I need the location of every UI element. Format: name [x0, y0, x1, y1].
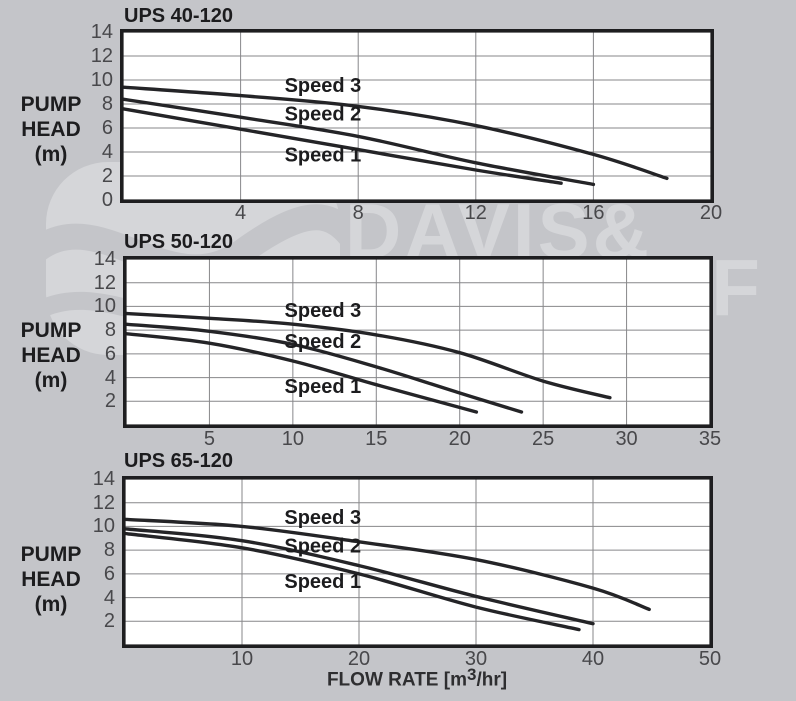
y-tick-label: 14: [90, 21, 113, 43]
speed-1-label: Speed 1: [285, 144, 362, 166]
flow-rate-label-pre: FLOW RATE [m: [326, 669, 467, 691]
speed-3-label: Speed 3: [284, 507, 361, 529]
flow-rate-label-sup: 3: [466, 665, 477, 684]
pump-head-axis-label-3: PUMP HEAD (m): [2, 542, 100, 617]
y-tick-label: 6: [103, 562, 115, 585]
pump-head-line1: PUMP: [20, 319, 82, 342]
flow-rate-label-post: /hr]: [476, 669, 508, 691]
pump-head-line1: PUMP: [20, 93, 82, 116]
speed-3-label: Speed 3: [285, 300, 362, 322]
plot-area-ups-50-120: Speed 3 Speed 2 Speed 1: [123, 256, 713, 428]
pump-head-axis-label-2: PUMP HEAD (m): [2, 318, 100, 393]
y-tick-label: 12: [93, 271, 116, 294]
x-tick-label: 16: [582, 202, 605, 224]
y-tick-label: 4: [101, 141, 113, 163]
pump-head-line2: HEAD: [21, 118, 81, 141]
speed-1-label: Speed 1: [285, 376, 362, 398]
pump-head-line3: (m): [34, 369, 68, 392]
y-tick-label: 8: [103, 539, 115, 562]
x-tick-label: 12: [464, 202, 487, 224]
speed-3-label: Speed 3: [285, 75, 362, 97]
y-tick-label: 4: [103, 586, 115, 609]
speed-1-label: Speed 1: [284, 571, 361, 593]
x-tick-label: 20: [448, 428, 471, 450]
y-tick-label: 2: [104, 390, 116, 413]
x-tick-label: 50: [698, 648, 722, 670]
x-tick-label: 40: [581, 648, 605, 670]
speed-1-curve: [121, 107, 563, 185]
y-tick-label: 14: [93, 248, 116, 270]
plot-border: [122, 476, 713, 648]
speed-3-curve: [124, 311, 612, 400]
speed-2-curve: [124, 322, 524, 414]
pump-head-line3: (m): [34, 143, 68, 166]
x-tick-label: 30: [615, 428, 638, 450]
chart-title-ups-65-120: UPS 65-120: [124, 450, 233, 472]
x-tick-label: 8: [352, 202, 364, 224]
speed-2-curve: [121, 97, 596, 187]
y-tick-label: 2: [101, 165, 113, 187]
x-tick-label: 5: [203, 428, 215, 450]
speed-2-label: Speed 2: [285, 104, 362, 126]
speed-1-curve: [123, 531, 581, 632]
plot-area-ups-40-120: Speed 3 Speed 2 Speed 1: [120, 29, 714, 203]
speed-2-label: Speed 2: [284, 535, 361, 557]
speed-3-curve: [123, 517, 651, 612]
y-tick-label: 10: [93, 295, 116, 318]
y-tick-label: 6: [104, 342, 116, 365]
pump-head-line3: (m): [34, 593, 68, 616]
x-tick-label: 20: [699, 202, 723, 224]
y-tick-label: 6: [101, 117, 113, 139]
y-tick-label: 10: [92, 515, 115, 538]
y-tick-label: 14: [92, 468, 115, 490]
pump-head-line1: PUMP: [20, 543, 82, 566]
x-tick-label: 4: [235, 202, 247, 224]
y-tick-label: 8: [104, 319, 116, 342]
x-tick-label: 30: [464, 648, 488, 670]
x-tick-label: 10: [230, 648, 254, 670]
y-tick-label: 4: [104, 366, 116, 389]
x-tick-label: 20: [347, 648, 371, 670]
pump-head-axis-label-1: PUMP HEAD (m): [2, 92, 100, 167]
speed-2-curve: [123, 527, 595, 626]
x-tick-label: 15: [365, 428, 388, 450]
x-tick-label: 10: [281, 428, 304, 450]
y-tick-label: 12: [90, 45, 113, 67]
y-tick-label: 10: [90, 69, 113, 91]
y-tick-label: 0: [101, 189, 113, 211]
chart-title-ups-50-120: UPS 50-120: [124, 231, 233, 253]
speed-1-curve: [124, 332, 479, 414]
y-tick-label: 8: [101, 93, 113, 115]
pump-head-line2: HEAD: [21, 344, 81, 367]
y-tick-label: 12: [92, 491, 115, 514]
speed-3-curve: [121, 85, 669, 181]
flow-rate-axis-label: FLOW RATE [m3/hr]: [117, 663, 717, 691]
speed-2-label: Speed 2: [285, 331, 362, 353]
x-tick-label: 35: [698, 428, 722, 450]
x-tick-label: 25: [532, 428, 555, 450]
pump-head-line2: HEAD: [21, 568, 81, 591]
plot-area-ups-65-120: Speed 3 Speed 2 Speed 1: [122, 476, 713, 648]
plot-background: [125, 479, 710, 645]
plot-border: [123, 256, 713, 428]
chart-title-ups-40-120: UPS 40-120: [124, 5, 233, 27]
plot-border: [120, 29, 714, 203]
y-tick-label: 2: [103, 610, 115, 633]
